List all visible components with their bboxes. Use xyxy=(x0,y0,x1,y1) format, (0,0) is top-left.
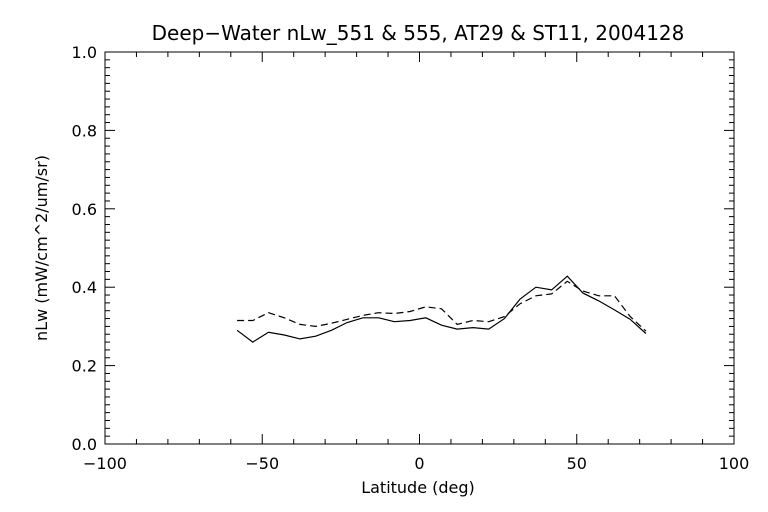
y-tick-label: 0.0 xyxy=(72,435,97,454)
y-axis-label: nLw (mW/cm^2/um/sr) xyxy=(32,155,51,341)
x-tick-label: 0 xyxy=(414,454,424,473)
chart-title: Deep−Water nLw_551 & 555, AT29 & ST11, 2… xyxy=(152,21,685,45)
x-tick-label: 100 xyxy=(719,454,750,473)
y-axis: 0.0 0.2 0.4 0.6 0.8 1.0 xyxy=(72,43,734,454)
y-tick-label: 1.0 xyxy=(72,43,97,62)
plot-frame xyxy=(104,51,735,445)
y-tick-label: 0.2 xyxy=(72,357,97,376)
series-line-dashed xyxy=(237,280,647,332)
y-tick-label: 0.6 xyxy=(72,200,97,219)
x-axis-label: Latitude (deg) xyxy=(361,478,475,497)
x-axis: −100 −50 0 50 100 xyxy=(83,52,749,473)
x-tick-label: 50 xyxy=(567,454,587,473)
y-tick-label: 0.8 xyxy=(72,121,97,140)
x-tick-label: −100 xyxy=(83,454,127,473)
x-tick-label: −50 xyxy=(245,454,279,473)
series-layer xyxy=(236,275,647,343)
y-tick-label: 0.4 xyxy=(72,278,97,297)
